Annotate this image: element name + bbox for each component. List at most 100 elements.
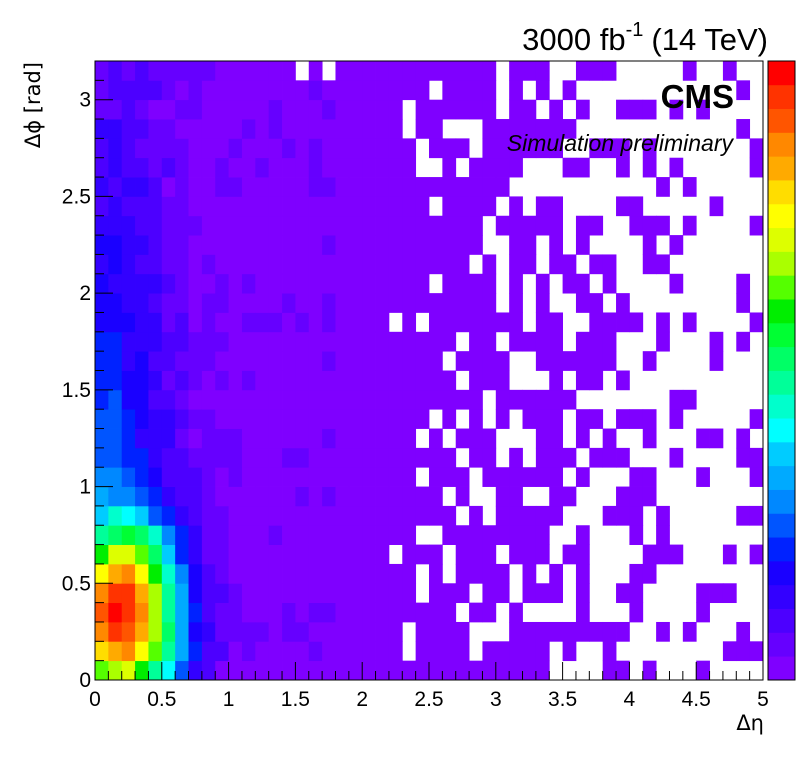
heatmap-cell: [135, 602, 149, 623]
heatmap-cell: [135, 486, 149, 507]
heatmap-cell: [415, 621, 430, 642]
heatmap-cell: [108, 660, 123, 681]
heatmap-cell: [188, 157, 203, 178]
heatmap-cell: [362, 602, 376, 623]
heatmap-cell: [415, 660, 430, 681]
heatmap-cell: [228, 409, 243, 429]
y-tick-label: 0.5: [62, 572, 91, 595]
heatmap-cell: [375, 80, 390, 101]
heatmap-cell: [656, 505, 670, 526]
heatmap-cell: [308, 409, 323, 429]
heatmap-cell: [602, 351, 617, 371]
heatmap-cell: [175, 389, 189, 410]
heatmap-cell: [616, 157, 630, 178]
heatmap-cell: [736, 273, 751, 294]
heatmap-cell: [295, 428, 310, 449]
heatmap-cell: [642, 467, 657, 487]
heatmap-cell: [482, 602, 497, 623]
heatmap-cell: [282, 331, 296, 352]
heatmap-cell: [161, 389, 176, 410]
heatmap-cell: [215, 409, 229, 429]
heatmap-cell: [268, 602, 283, 623]
heatmap-cell: [148, 641, 163, 662]
y-tick-label: 2: [79, 282, 91, 305]
heatmap-cell: [241, 447, 256, 468]
heatmap-cell: [495, 583, 510, 604]
heatmap-cell: [602, 505, 617, 526]
heatmap-cell: [108, 563, 123, 584]
cms-label: CMS: [661, 78, 734, 115]
heatmap-cell: [95, 660, 109, 681]
heatmap-cell: [362, 61, 376, 81]
heatmap-cell: [255, 293, 270, 313]
heatmap-cell: [402, 312, 417, 333]
y-axis-ticks: 0 0.5 1 1.5 2 2.5 3: [62, 60, 113, 692]
heatmap-cell: [175, 621, 189, 642]
heatmap-cell: [656, 544, 670, 565]
heatmap-cell: [108, 602, 123, 623]
heatmap-cell: [241, 621, 256, 642]
heatmap-cell: [589, 293, 604, 313]
heatmap-cell: [308, 621, 323, 642]
heatmap-cell: [429, 544, 443, 565]
heatmap-cell: [282, 583, 296, 604]
heatmap-cell: [348, 447, 363, 468]
heatmap-cell: [161, 563, 176, 584]
heatmap-cell: [228, 273, 243, 294]
heatmap-cell: [375, 563, 390, 584]
heatmap-cell: [562, 273, 577, 294]
heatmap-cell: [255, 525, 270, 545]
heatmap-cell: [121, 273, 136, 294]
heatmap-cell: [175, 370, 189, 391]
heatmap-cell: [348, 61, 363, 81]
palette-swatch: [768, 203, 795, 229]
heatmap-cell: [656, 254, 670, 275]
heatmap-cell: [375, 293, 390, 313]
heatmap-cell: [509, 602, 523, 623]
heatmap-cell: [175, 99, 189, 120]
heatmap-cell: [121, 447, 136, 468]
heatmap-cell: [188, 99, 203, 120]
heatmap-cell: [535, 467, 550, 487]
heatmap-cell: [455, 621, 470, 642]
heatmap-cell: [322, 254, 336, 275]
heatmap-cell: [95, 273, 109, 294]
heatmap-cell: [415, 61, 430, 81]
heatmap-cell: [696, 99, 710, 120]
heatmap-cell: [228, 467, 243, 487]
heatmap-cell: [616, 138, 630, 159]
heatmap-cell: [388, 583, 403, 604]
heatmap-cell: [241, 80, 256, 101]
heatmap-cell: [522, 215, 537, 236]
heatmap-cell: [148, 254, 163, 275]
heatmap-cell: [135, 99, 149, 120]
heatmap-cell: [308, 467, 323, 487]
heatmap-cell: [362, 235, 376, 255]
heatmap-cell: [736, 505, 751, 526]
heatmap-cell: [348, 196, 363, 217]
heatmap-cell: [241, 389, 256, 410]
heatmap-cell: [228, 428, 243, 449]
heatmap-cell: [255, 486, 270, 507]
heatmap-cell: [509, 61, 523, 81]
heatmap-cell: [201, 293, 216, 313]
heatmap-cell: [255, 196, 270, 217]
palette-swatch: [768, 156, 795, 181]
heatmap-cell: [575, 370, 590, 391]
heatmap-cell: [228, 370, 243, 391]
heatmap-cell: [108, 177, 123, 197]
palette-swatch: [768, 132, 795, 157]
heatmap-cell: [549, 583, 563, 604]
heatmap-cell: [295, 351, 310, 371]
heatmap-cell: [188, 293, 203, 313]
heatmap-cell: [429, 138, 443, 159]
heatmap-cell: [388, 235, 403, 255]
heatmap-cell: [549, 331, 563, 352]
color-palette: [767, 60, 796, 681]
heatmap-cell: [415, 602, 430, 623]
heatmap-cell: [282, 602, 296, 623]
heatmap-cell: [429, 602, 443, 623]
heatmap-cell: [108, 428, 123, 449]
heatmap-cell: [95, 563, 109, 584]
heatmap-cell: [308, 370, 323, 391]
